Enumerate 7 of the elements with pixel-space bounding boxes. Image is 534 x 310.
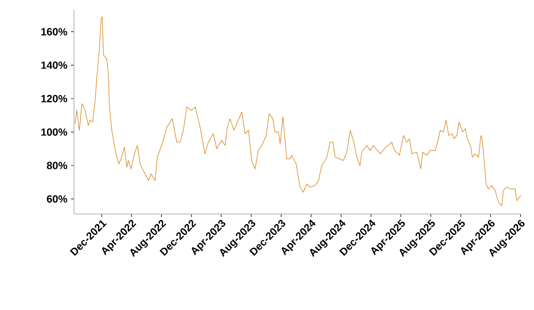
y-tick-label: 80% bbox=[46, 162, 68, 170]
y-tick-label: 60% bbox=[46, 195, 68, 203]
y-tick-label: 160% bbox=[41, 28, 68, 36]
line-series bbox=[74, 16, 522, 206]
y-tick-label: 120% bbox=[41, 94, 68, 102]
y-tick-label: 140% bbox=[41, 61, 68, 69]
y-tick-label: 100% bbox=[41, 128, 68, 136]
